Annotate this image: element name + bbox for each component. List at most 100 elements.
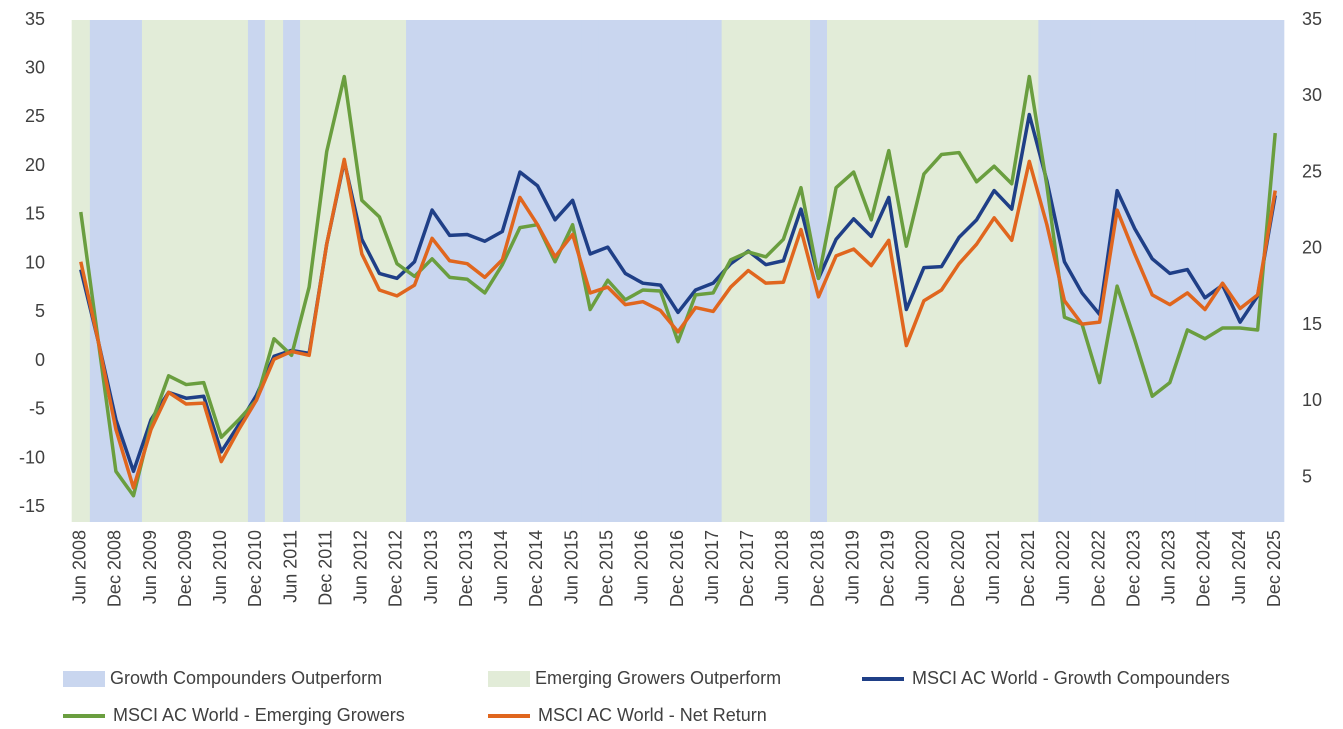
legend-swatch	[488, 671, 530, 687]
x-tick-label: Dec 2025	[1264, 530, 1284, 607]
x-tick-label: Dec 2014	[526, 530, 546, 607]
y-tick-label: 15	[25, 204, 45, 224]
shading-bar	[563, 20, 582, 522]
y-tick-label: -10	[19, 447, 45, 467]
x-tick-label: Jun 2024	[1229, 530, 1249, 604]
shading-bar	[668, 20, 688, 522]
shading-bar	[177, 20, 196, 522]
legend-label: MSCI AC World - Growth Compounders	[912, 668, 1230, 688]
x-tick-label: Jun 2020	[913, 530, 933, 604]
y-tick-label: 30	[25, 57, 45, 77]
shading-bar	[423, 20, 442, 522]
y-tick-label: 5	[35, 301, 45, 321]
legend-label: Growth Compounders Outperform	[110, 668, 382, 688]
legend-label: MSCI AC World - Net Return	[538, 705, 767, 725]
y2-tick-label: 35	[1302, 9, 1322, 29]
x-tick-label: Jun 2021	[983, 530, 1003, 604]
shading-bar	[335, 20, 354, 522]
legend-label: MSCI AC World - Emerging Growers	[113, 705, 405, 725]
shading-bar	[317, 20, 336, 522]
shading-bar	[1231, 20, 1250, 522]
shading-bar	[405, 20, 424, 522]
x-tick-label: Dec 2011	[315, 530, 335, 606]
shading-bar	[1266, 20, 1285, 522]
x-tick-label: Dec 2009	[175, 530, 195, 607]
shading-bar	[897, 20, 916, 522]
shading-bar	[598, 20, 617, 522]
shading-bar	[844, 20, 863, 522]
shading-bar	[528, 20, 547, 522]
x-tick-label: Dec 2020	[948, 530, 968, 607]
shading-bar	[721, 20, 740, 522]
shading-bar	[1072, 20, 1092, 522]
shading-bar	[1125, 20, 1144, 522]
x-tick-label: Dec 2010	[245, 530, 265, 607]
y-tick-label: -15	[19, 496, 45, 516]
shading-bar	[159, 20, 178, 522]
y2-tick-label: 20	[1302, 238, 1322, 258]
shading-bar	[932, 20, 951, 522]
line-layer	[79, 74, 1277, 498]
x-tick-label: Jun 2009	[140, 530, 160, 604]
shading-bar	[827, 20, 846, 522]
x-tick-label: Jun 2014	[491, 530, 511, 604]
shading-bar	[493, 20, 512, 522]
x-tick-label: Jun 2023	[1159, 530, 1179, 604]
x-tick-label: Jun 2018	[772, 530, 792, 604]
shading-bar	[229, 20, 248, 522]
shading-bar	[862, 20, 881, 522]
data-line	[79, 74, 1277, 498]
x-tick-label: Dec 2024	[1194, 530, 1214, 607]
y-tick-label: 25	[25, 106, 45, 126]
x-tick-label: Jun 2015	[561, 530, 581, 604]
data-line	[79, 112, 1277, 474]
shading-bar	[879, 20, 898, 522]
x-tick-label: Dec 2022	[1088, 530, 1108, 607]
x-tick-label: Jun 2019	[842, 530, 862, 604]
shading-bar	[124, 20, 143, 522]
y2-tick-label: 5	[1302, 467, 1312, 487]
shading-bar	[545, 20, 565, 522]
shading-bar	[581, 20, 600, 522]
shading-bar	[756, 20, 775, 522]
x-tick-label: Jun 2011	[280, 530, 300, 603]
shading-bar	[1055, 20, 1074, 522]
shading-bar	[212, 20, 231, 522]
shading-bar	[774, 20, 793, 522]
shading-bar	[1213, 20, 1232, 522]
y-tick-label: 35	[25, 9, 45, 29]
shading-bar	[247, 20, 266, 522]
x-tick-label: Jun 2013	[421, 530, 441, 604]
x-tick-label: Jun 2010	[210, 530, 230, 604]
shading-bar	[141, 20, 161, 522]
shading-bar	[264, 20, 284, 522]
shading-layer	[71, 20, 1285, 522]
shading-bar	[949, 20, 969, 522]
x-tick-label: Jun 2008	[70, 530, 90, 604]
shading-bar	[1037, 20, 1056, 522]
y-tick-label: 20	[25, 155, 45, 175]
x-tick-label: Dec 2012	[386, 530, 406, 607]
shading-bar	[89, 20, 108, 522]
y2-tick-label: 10	[1302, 390, 1322, 410]
shading-bar	[1108, 20, 1127, 522]
shading-bar	[1160, 20, 1179, 522]
shading-bar	[475, 20, 494, 522]
y2-tick-label: 25	[1302, 161, 1322, 181]
x-tick-label: Dec 2018	[807, 530, 827, 607]
x-tick-label: Dec 2013	[456, 530, 476, 607]
shading-bar	[1143, 20, 1162, 522]
legend-swatch	[63, 671, 105, 687]
shading-bar	[967, 20, 986, 522]
shading-bar	[510, 20, 529, 522]
legend-label: Emerging Growers Outperform	[535, 668, 781, 688]
shading-bar	[440, 20, 459, 522]
shading-bar	[633, 20, 652, 522]
shading-bar	[985, 20, 1004, 522]
shading-bar	[194, 20, 213, 522]
shading-bar	[686, 20, 705, 522]
data-line	[79, 157, 1277, 490]
y-tick-label: -5	[29, 399, 45, 419]
x-tick-label: Jun 2016	[632, 530, 652, 604]
